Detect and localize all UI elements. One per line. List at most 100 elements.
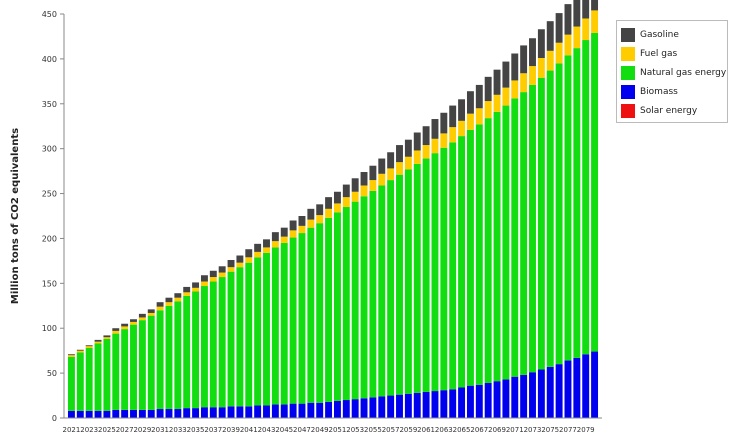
bar-segment-biomass-2063 <box>440 390 448 418</box>
bar-segment-gasoline-2028 <box>130 319 137 322</box>
bar-segment-biomass-2055 <box>369 397 377 418</box>
bar-segment-natural-gas-energy-2036 <box>200 286 208 408</box>
bar-segment-fuel-gas-2063 <box>440 133 448 148</box>
x-tick-label: 2059 <box>399 426 417 434</box>
bar-segment-fuel-gas-2070 <box>502 87 510 106</box>
bar-segment-gasoline-2030 <box>147 309 155 313</box>
x-tick-label: 2023 <box>80 426 98 434</box>
bar-segment-natural-gas-energy-2062 <box>431 153 439 392</box>
legend-item: Biomass <box>621 82 723 101</box>
bar-segment-gasoline-2048 <box>307 208 315 220</box>
legend-item: Gasoline <box>621 25 723 44</box>
bar-segment-biomass-2069 <box>493 381 501 418</box>
bar-segment-fuel-gas-2064 <box>449 127 457 143</box>
bar-segment-gasoline-2050 <box>325 197 333 209</box>
bar-segment-fuel-gas-2042 <box>254 251 262 258</box>
bar-segment-fuel-gas-2035 <box>192 287 200 292</box>
bar-segment-fuel-gas-2068 <box>484 101 492 119</box>
bar-segment-gasoline-2057 <box>387 152 395 169</box>
bar-segment-biomass-2066 <box>466 385 474 418</box>
bar-segment-gasoline-2076 <box>555 13 563 43</box>
bar-segment-fuel-gas-2072 <box>520 73 528 93</box>
x-tick-label: 2027 <box>116 426 134 434</box>
bar-segment-fuel-gas-2025 <box>103 337 111 339</box>
bar-segment-biomass-2059 <box>404 393 412 418</box>
bar-segment-biomass-2049 <box>316 402 324 418</box>
bar-segment-biomass-2053 <box>351 399 359 418</box>
bar-segment-gasoline-2080 <box>591 0 599 11</box>
bar-segment-gasoline-2049 <box>316 204 324 216</box>
bar-segment-gasoline-2033 <box>174 293 182 298</box>
bar-segment-gasoline-2039 <box>227 259 235 268</box>
bar-segment-natural-gas-energy-2077 <box>564 55 572 361</box>
x-tick-label: 2031 <box>151 426 169 434</box>
bar-segment-biomass-2028 <box>130 409 137 418</box>
bar-segment-gasoline-2024 <box>94 339 102 342</box>
bar-segment-natural-gas-energy-2041 <box>245 262 253 407</box>
bar-segment-biomass-2043 <box>263 405 270 418</box>
bar-segment-gasoline-2031 <box>156 302 164 307</box>
bar-segment-gasoline-2026 <box>112 328 120 331</box>
bar-segment-fuel-gas-2074 <box>537 57 545 78</box>
legend-item: Fuel gas <box>621 44 723 63</box>
bar-segment-gasoline-2079 <box>582 0 590 19</box>
x-tick-label: 2025 <box>98 426 116 434</box>
bar-segment-gasoline-2046 <box>289 220 297 231</box>
x-tick-label: 2041 <box>240 426 258 434</box>
bar-segment-fuel-gas-2066 <box>466 113 474 130</box>
bar-segment-fuel-gas-2038 <box>218 272 226 278</box>
bar-segment-fuel-gas-2030 <box>147 312 155 316</box>
bar-segment-fuel-gas-2034 <box>183 292 191 296</box>
bar-segment-natural-gas-energy-2031 <box>156 310 164 410</box>
legend-swatch <box>621 46 635 61</box>
bar-segment-fuel-gas-2050 <box>325 208 333 218</box>
bar-segment-biomass-2030 <box>147 409 155 418</box>
bar-segment-natural-gas-energy-2048 <box>307 227 315 403</box>
bar-segment-gasoline-2056 <box>378 158 386 174</box>
bar-segment-gasoline-2051 <box>333 191 341 204</box>
legend-swatch <box>621 27 635 42</box>
bar-segment-gasoline-2069 <box>493 69 501 95</box>
bar-segment-biomass-2029 <box>138 409 146 418</box>
bar-segment-biomass-2078 <box>573 357 581 418</box>
bar-segment-natural-gas-energy-2057 <box>387 180 395 396</box>
bar-segment-fuel-gas-2067 <box>475 108 483 125</box>
bar-segment-gasoline-2040 <box>236 255 244 263</box>
x-tick-label: 2073 <box>524 426 542 434</box>
y-tick-label: 100 <box>42 324 57 333</box>
bar-segment-natural-gas-energy-2052 <box>342 207 350 401</box>
bar-segment-fuel-gas-2052 <box>342 197 350 208</box>
bar-segment-natural-gas-energy-2058 <box>396 174 403 395</box>
bar-segment-gasoline-2041 <box>245 249 253 258</box>
bar-segment-gasoline-2068 <box>484 76 492 102</box>
bar-segment-biomass-2047 <box>298 403 306 418</box>
legend-label: Biomass <box>640 86 678 97</box>
bar-segment-fuel-gas-2021 <box>67 355 75 357</box>
legend-label: Solar energy <box>640 105 698 116</box>
bar-segment-natural-gas-energy-2042 <box>254 257 262 406</box>
bar-segment-natural-gas-energy-2050 <box>325 217 333 402</box>
bar-segment-biomass-2044 <box>271 404 279 418</box>
bar-segment-gasoline-2060 <box>413 132 421 151</box>
bar-segment-gasoline-2074 <box>537 29 545 58</box>
bar-segment-fuel-gas-2043 <box>263 247 270 253</box>
x-tick-label: 2057 <box>382 426 400 434</box>
legend-item: Solar energy <box>621 101 723 120</box>
bar-segment-natural-gas-energy-2040 <box>236 267 244 407</box>
bar-segment-natural-gas-energy-2071 <box>511 98 519 377</box>
bar-segment-gasoline-2043 <box>263 239 270 248</box>
bar-segment-natural-gas-energy-2028 <box>130 324 137 410</box>
bar-segment-gasoline-2058 <box>396 145 403 163</box>
bar-segment-gasoline-2044 <box>271 232 279 242</box>
bar-segment-biomass-2074 <box>537 369 545 418</box>
bar-segment-biomass-2024 <box>94 410 102 418</box>
bar-segment-biomass-2022 <box>76 410 84 418</box>
bar-segment-natural-gas-energy-2046 <box>289 237 297 404</box>
bar-segment-fuel-gas-2054 <box>360 185 368 197</box>
x-tick-label: 2049 <box>311 426 329 434</box>
bar-segment-fuel-gas-2044 <box>271 241 279 248</box>
bar-segment-biomass-2056 <box>378 396 386 418</box>
bar-segment-gasoline-2070 <box>502 61 510 88</box>
bar-segment-fuel-gas-2041 <box>245 257 253 263</box>
